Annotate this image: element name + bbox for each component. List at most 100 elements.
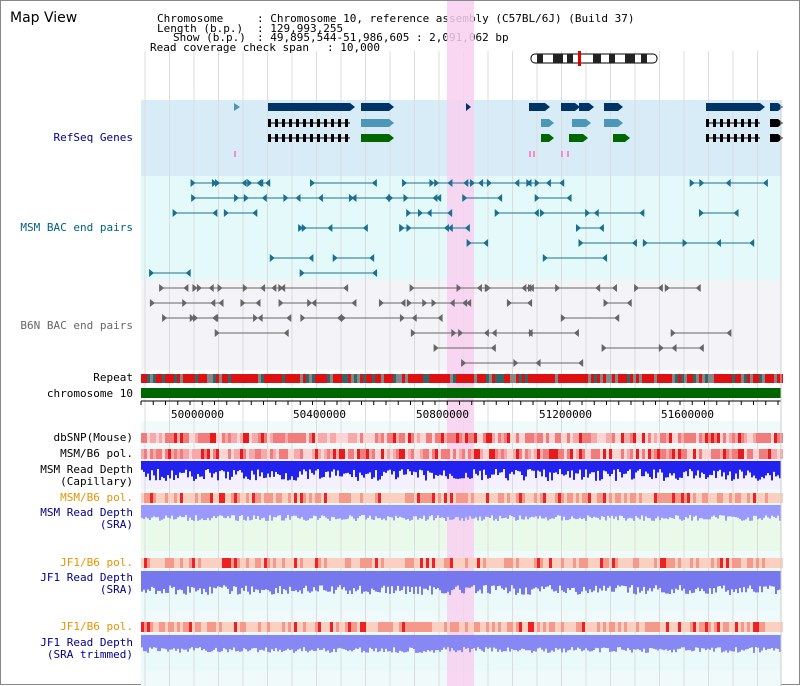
track-label-jf1-depth-sra[interactable]: JF1 Read Depth <box>40 571 133 584</box>
track-label-chromosome[interactable]: chromosome 10 <box>46 387 133 400</box>
depth-bar <box>475 635 477 651</box>
axis-tick-1: 50000000 <box>171 408 224 421</box>
track-label-msm-bac[interactable]: MSM BAC end pairs <box>20 221 133 234</box>
depth-bar <box>491 461 493 475</box>
heat-cell <box>360 558 363 568</box>
heat-cell <box>534 493 537 503</box>
heat-cell <box>639 493 642 503</box>
depth-bar <box>461 571 463 593</box>
ideogram-band <box>567 54 573 63</box>
heat-cell <box>690 493 693 503</box>
depth-bar <box>551 635 553 651</box>
heat-cell <box>414 622 417 632</box>
heat-cell <box>471 493 474 503</box>
track-label-msm-b6-pol-1[interactable]: MSM/B6 pol. <box>60 447 133 460</box>
gene-block-arrow <box>389 119 394 127</box>
depth-bar <box>251 461 253 471</box>
depth-bar <box>499 461 501 473</box>
heat-cell <box>570 493 573 503</box>
track-label-jf1-depth-sra-sub: (SRA) <box>99 583 133 596</box>
repeat-segment <box>759 374 762 383</box>
depth-bar <box>639 571 641 593</box>
heat-cell <box>150 622 153 632</box>
track-label-msm-depth-sra[interactable]: MSM Read Depth <box>40 506 133 519</box>
heat-cell <box>759 558 762 568</box>
heat-cell <box>426 558 429 568</box>
track-label-dbsnp[interactable]: dbSNP(Mouse) <box>53 431 133 444</box>
repeat-segment <box>660 374 663 383</box>
heat-cell <box>552 433 555 443</box>
heat-cell <box>195 622 198 632</box>
depth-bar <box>427 505 429 520</box>
track-label-refseq[interactable]: RefSeq Genes <box>53 131 133 144</box>
heat-cell <box>486 449 489 459</box>
track-label-jf1-b6-pol-1[interactable]: JF1/B6 pol. <box>60 556 133 569</box>
depth-bar <box>553 505 555 519</box>
repeat-segment <box>501 374 504 383</box>
depth-bar <box>595 635 597 648</box>
depth-bar <box>511 461 513 472</box>
bac-end-marker <box>265 179 271 187</box>
depth-bar <box>707 571 709 594</box>
depth-bar <box>387 635 389 652</box>
heat-cell <box>528 449 531 459</box>
depth-bar <box>229 461 231 480</box>
track-label-msm-b6-pol-2[interactable]: MSM/B6 pol. <box>60 491 133 504</box>
depth-bar <box>147 635 149 653</box>
track-label-b6n-bac[interactable]: B6N BAC end pairs <box>20 319 133 332</box>
heat-cell <box>411 433 414 443</box>
bac-end-marker <box>185 269 191 277</box>
depth-bar <box>729 505 731 517</box>
heat-cell <box>192 449 195 459</box>
heat-cell <box>456 449 459 459</box>
heat-cell <box>435 558 438 568</box>
depth-bar <box>547 505 549 521</box>
depth-bar <box>677 505 679 516</box>
heat-cell <box>693 558 696 568</box>
heat-cell <box>519 449 522 459</box>
heat-cell <box>753 622 756 632</box>
depth-bar <box>485 461 487 475</box>
depth-bar <box>341 571 343 590</box>
depth-bar <box>399 635 401 651</box>
depth-bar <box>179 571 181 590</box>
heat-cell <box>363 449 366 459</box>
repeat-segment <box>144 374 147 383</box>
depth-bar <box>745 571 747 593</box>
heat-cell <box>552 493 555 503</box>
heat-cell <box>729 493 732 503</box>
heat-cell <box>303 558 306 568</box>
track-label-msm-depth-cap[interactable]: MSM Read Depth <box>40 463 133 476</box>
heat-cell <box>600 449 603 459</box>
depth-bar <box>517 461 519 471</box>
depth-bar <box>641 461 643 477</box>
track-label-jf1-depth-trim[interactable]: JF1 Read Depth <box>40 636 133 649</box>
depth-bar <box>207 571 209 595</box>
heat-cell <box>660 493 663 503</box>
depth-bar <box>371 635 373 650</box>
depth-bar <box>173 505 175 520</box>
depth-bar <box>501 461 503 473</box>
depth-bar <box>487 461 489 479</box>
depth-bar <box>433 505 435 521</box>
depth-bar <box>447 571 449 592</box>
depth-bar <box>603 505 605 517</box>
depth-bar <box>311 635 313 650</box>
heat-cell <box>423 558 426 568</box>
heat-cell <box>537 433 540 443</box>
track-label-repeat[interactable]: Repeat <box>93 371 133 384</box>
depth-bar <box>757 635 759 648</box>
depth-bar <box>495 635 497 649</box>
heat-cell <box>195 493 198 503</box>
depth-bar <box>535 505 537 517</box>
track-label-jf1-b6-pol-2[interactable]: JF1/B6 pol. <box>60 620 133 633</box>
depth-bar <box>727 635 729 653</box>
heat-cell <box>447 558 450 568</box>
repeat-segment <box>174 374 177 383</box>
bac-end-marker <box>215 179 221 187</box>
heat-cell <box>381 449 384 459</box>
bac-end-marker <box>447 209 453 217</box>
repeat-segment <box>603 374 606 383</box>
depth-bar <box>173 635 175 649</box>
